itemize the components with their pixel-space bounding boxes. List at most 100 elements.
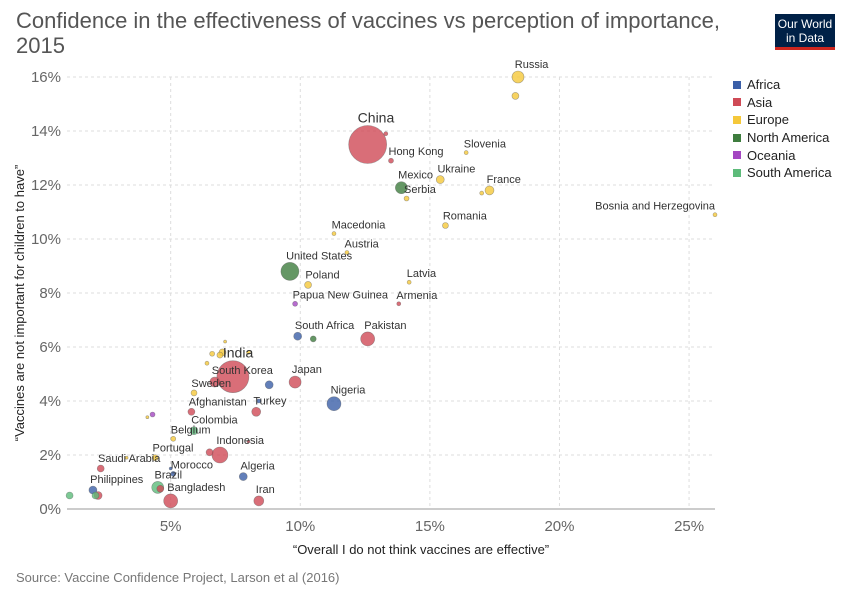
x-tick-label: 10% — [285, 518, 315, 535]
y-tick-label: 14% — [31, 123, 61, 140]
point-label: Indonesia — [216, 435, 265, 447]
point-label: Brazil — [155, 469, 183, 481]
scatter-point — [205, 448, 214, 457]
scatter-point — [395, 181, 408, 194]
scatter-point — [280, 262, 300, 281]
point-label: United States — [286, 250, 353, 262]
legend-item-europe[interactable]: Europe — [733, 111, 832, 129]
scatter-point — [484, 185, 495, 196]
y-tick-label: 4% — [39, 393, 61, 410]
point-label: Bangladesh — [167, 482, 225, 494]
scatter-point — [403, 195, 410, 202]
scatter-point — [253, 495, 265, 507]
point-label: France — [487, 174, 521, 186]
point-label: Slovenia — [464, 139, 507, 151]
point-label: Morocco — [171, 459, 213, 471]
scatter-point — [211, 446, 229, 464]
legend-swatch — [733, 115, 741, 124]
scatter-point — [170, 435, 177, 442]
scatter-point — [91, 491, 100, 500]
scatter-point — [168, 466, 173, 471]
legend-label: North America — [747, 130, 830, 146]
scatter-point — [288, 375, 302, 389]
legend-label: Asia — [747, 94, 773, 110]
legend-label: Africa — [747, 77, 781, 93]
point-label: South Africa — [295, 320, 355, 332]
y-tick-label: 6% — [39, 339, 61, 356]
scatter-point — [163, 493, 178, 509]
scatter-point — [151, 454, 159, 462]
scatter-point — [170, 471, 177, 477]
legend-item-asia[interactable]: Asia — [733, 94, 832, 112]
scatter-point — [463, 150, 469, 155]
point-label: Romania — [443, 211, 488, 223]
legend-item-africa[interactable]: Africa — [733, 76, 832, 94]
scatter-point — [511, 70, 525, 84]
y-tick-label: 8% — [39, 285, 61, 302]
scatter-point — [145, 415, 150, 420]
scatter-point — [204, 360, 210, 366]
scatter-point — [435, 175, 445, 184]
scatter-point — [96, 464, 105, 473]
legend-item-oceania[interactable]: Oceania — [733, 146, 832, 164]
point-label: Poland — [305, 269, 339, 281]
legend-label: Oceania — [747, 147, 796, 163]
y-tick-label: 12% — [31, 177, 61, 194]
scatter-point — [190, 389, 198, 397]
point-label: Ukraine — [437, 164, 475, 176]
owid-logo[interactable]: Our World in Data — [775, 14, 835, 50]
scatter-point — [251, 406, 262, 417]
point-label: Macedonia — [332, 220, 387, 232]
point-label: Pakistan — [364, 320, 406, 332]
legend: Africa Asia Europe North America Oceania Sout… — [733, 76, 832, 182]
scatter-point — [187, 407, 196, 416]
scatter-point — [344, 250, 350, 255]
scatter-point — [309, 335, 317, 343]
point-label: Mexico — [398, 170, 433, 182]
scatter-point — [360, 331, 375, 347]
scatter-point — [304, 281, 312, 289]
point-label: Saudi Arabia — [98, 453, 161, 465]
scatter-point — [189, 426, 199, 436]
point-label: Iran — [256, 484, 275, 496]
source-note: Source: Vaccine Confidence Project, Lars… — [16, 570, 340, 585]
scatter-point — [246, 439, 251, 444]
logo-line-1: Our World — [777, 17, 833, 31]
point-label: Philippines — [90, 474, 144, 486]
legend-swatch — [733, 80, 741, 89]
point-label: Sweden — [191, 378, 231, 390]
point-label: Hong Kong — [389, 146, 444, 158]
y-axis-label: “Vaccines are not important for children… — [12, 165, 27, 442]
scatter-point — [238, 472, 248, 481]
scatter-point — [511, 92, 520, 100]
scatter-point — [246, 350, 251, 355]
point-label: Nigeria — [331, 385, 367, 397]
point-label: Algeria — [240, 461, 275, 473]
legend-item-south-america[interactable]: South America — [733, 164, 832, 182]
scatter-point — [383, 131, 389, 136]
scatter-point — [209, 350, 215, 357]
legend-item-north-america[interactable]: North America — [733, 129, 832, 147]
point-label: Portugal — [153, 443, 194, 455]
scatter-point — [156, 484, 165, 493]
point-label: Armenia — [396, 290, 438, 302]
legend-label: South America — [747, 165, 832, 181]
scatter-point — [124, 455, 129, 460]
point-label: Bosnia and Herzegovina — [595, 201, 716, 213]
scatter-point — [293, 331, 302, 341]
scatter-point — [479, 190, 485, 196]
legend-swatch — [733, 168, 741, 177]
point-label: Belgium — [171, 424, 211, 436]
legend-swatch — [733, 98, 741, 107]
scatter-point — [442, 222, 449, 229]
point-label: Colombia — [191, 415, 238, 427]
scatter-point — [348, 125, 387, 164]
point-label: Papua New Guinea — [293, 289, 389, 301]
point-label: South Korea — [212, 365, 274, 377]
y-tick-label: 2% — [39, 447, 61, 464]
scatter-point — [331, 231, 337, 236]
y-tick-label: 10% — [31, 231, 61, 248]
scatter-point — [388, 157, 394, 164]
legend-swatch — [733, 133, 741, 142]
